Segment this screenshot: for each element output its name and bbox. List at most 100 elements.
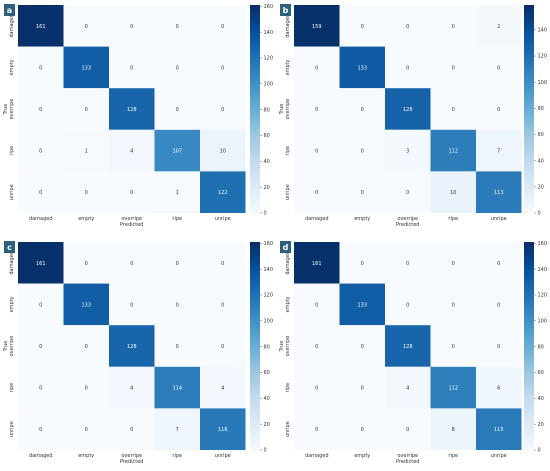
colorbar-segment [250,245,260,250]
colorbar-segment [250,321,260,326]
colorbar-tick-label: 80 [264,107,270,113]
cell-value-label: 0 [39,149,42,155]
cell-value-label: 0 [221,107,224,113]
panel-label-text: c [7,243,12,252]
colorbar-segment [250,126,260,131]
cell-value-label: 0 [452,65,455,71]
heatmap-cell [430,88,476,130]
colorbar-segment [250,53,260,58]
heatmap-cell [385,325,431,367]
colorbar-segment [250,373,260,378]
cell-value-label: 0 [361,149,364,155]
cell-value-label: 0 [315,427,318,433]
colorbar-segment [524,321,534,326]
heatmap-cell [109,129,155,172]
colorbar-tick-label: 140 [264,267,274,273]
colorbar-tick-label: 40 [538,158,544,164]
colorbar-segment [250,181,260,186]
colorbar-segment [524,122,534,127]
colorbar-segment [524,77,534,82]
cell-value-label: 0 [315,386,318,392]
colorbar-segment [250,425,260,430]
cell-value-label: 0 [221,65,224,71]
heatmap-cell [385,408,431,450]
colorbar-segment [250,164,260,169]
colorbar-segment [250,18,260,23]
panel-label-badge [280,4,291,16]
colorbar-segment [250,98,260,103]
y-tick-label: damaged [9,14,15,38]
panel-a: 161 0 0 0 00 133 0 0 00 0 128 0 00 1 4 107 100 0 0 1 122dama… [3,4,273,228]
colorbar-segment [524,70,534,75]
x-tick-label: damaged [29,216,53,222]
colorbar-segment [524,209,534,214]
y-tick-label: damaged [285,14,291,38]
cell-value-label: 0 [361,261,364,267]
colorbar-segment [250,283,260,288]
cell-value-label: 0 [361,107,364,113]
colorbar-segment [524,311,534,316]
colorbar-segment [250,32,260,37]
colorbar-segment [250,157,260,162]
cell-value-label: 159 [312,24,322,30]
colorbar-segment [524,436,534,441]
colorbar-segment [250,339,260,344]
colorbar-segment [524,297,534,302]
heatmap-cell [200,171,246,213]
heatmap-cell [63,408,109,450]
colorbar-segment [524,335,534,340]
colorbar-segment [250,418,260,423]
x-tick-label: ripe [172,453,182,459]
colorbar-segment [524,394,534,399]
cell-value-label: 0 [361,190,364,196]
cell-value-label: 113 [494,190,504,196]
cell-value-label: 0 [452,302,455,308]
colorbar-segment [524,171,534,176]
heatmap-cell [294,46,340,89]
heatmap-cell [476,366,522,409]
colorbar-segment [250,391,260,396]
heatmap-cell [294,283,340,326]
colorbar-segment [250,290,260,295]
cell-value-label: 10 [450,190,456,196]
colorbar-segment [250,262,260,267]
colorbar-segment [250,297,260,302]
y-tick-label: overripe [285,336,291,357]
cell-value-label: 0 [85,427,88,433]
colorbar-segment [250,70,260,75]
colorbar-segment [524,398,534,403]
colorbar-segment [524,81,534,86]
heatmap-cell [430,325,476,367]
colorbar-segment [250,436,260,441]
colorbar-segment [524,366,534,371]
colorbar-segment [524,415,534,420]
colorbar-segment [524,53,534,58]
colorbar-segment [250,192,260,197]
heatmap-cell [154,129,200,172]
colorbar-segment [250,140,260,145]
heatmap-cell [339,88,385,130]
heatmap-cell [339,366,385,409]
cell-value-label: 10 [220,149,226,155]
cell-value-label: 0 [452,24,455,30]
colorbar-segment [250,63,260,68]
heatmap-cell [385,366,431,409]
heatmap-cell [63,88,109,130]
cell-value-label: 122 [218,190,228,196]
colorbar-segment [250,67,260,72]
colorbar-segment [524,287,534,292]
colorbar-segment [250,394,260,399]
y-tick-label: empty [9,59,15,75]
colorbar-segment [250,143,260,148]
heatmap-cell [63,46,109,89]
colorbar-tick-label: 120 [538,54,548,60]
heatmap-cell [339,171,385,213]
cell-value-label: 128 [403,344,413,350]
colorbar-segment [250,109,260,114]
cell-value-label: 128 [127,344,137,350]
heatmap-cell [476,408,522,450]
cell-value-label: 133 [357,65,367,71]
colorbar-segment [524,43,534,48]
colorbar-tick-label: 60 [538,132,544,138]
colorbar-segment [250,39,260,44]
